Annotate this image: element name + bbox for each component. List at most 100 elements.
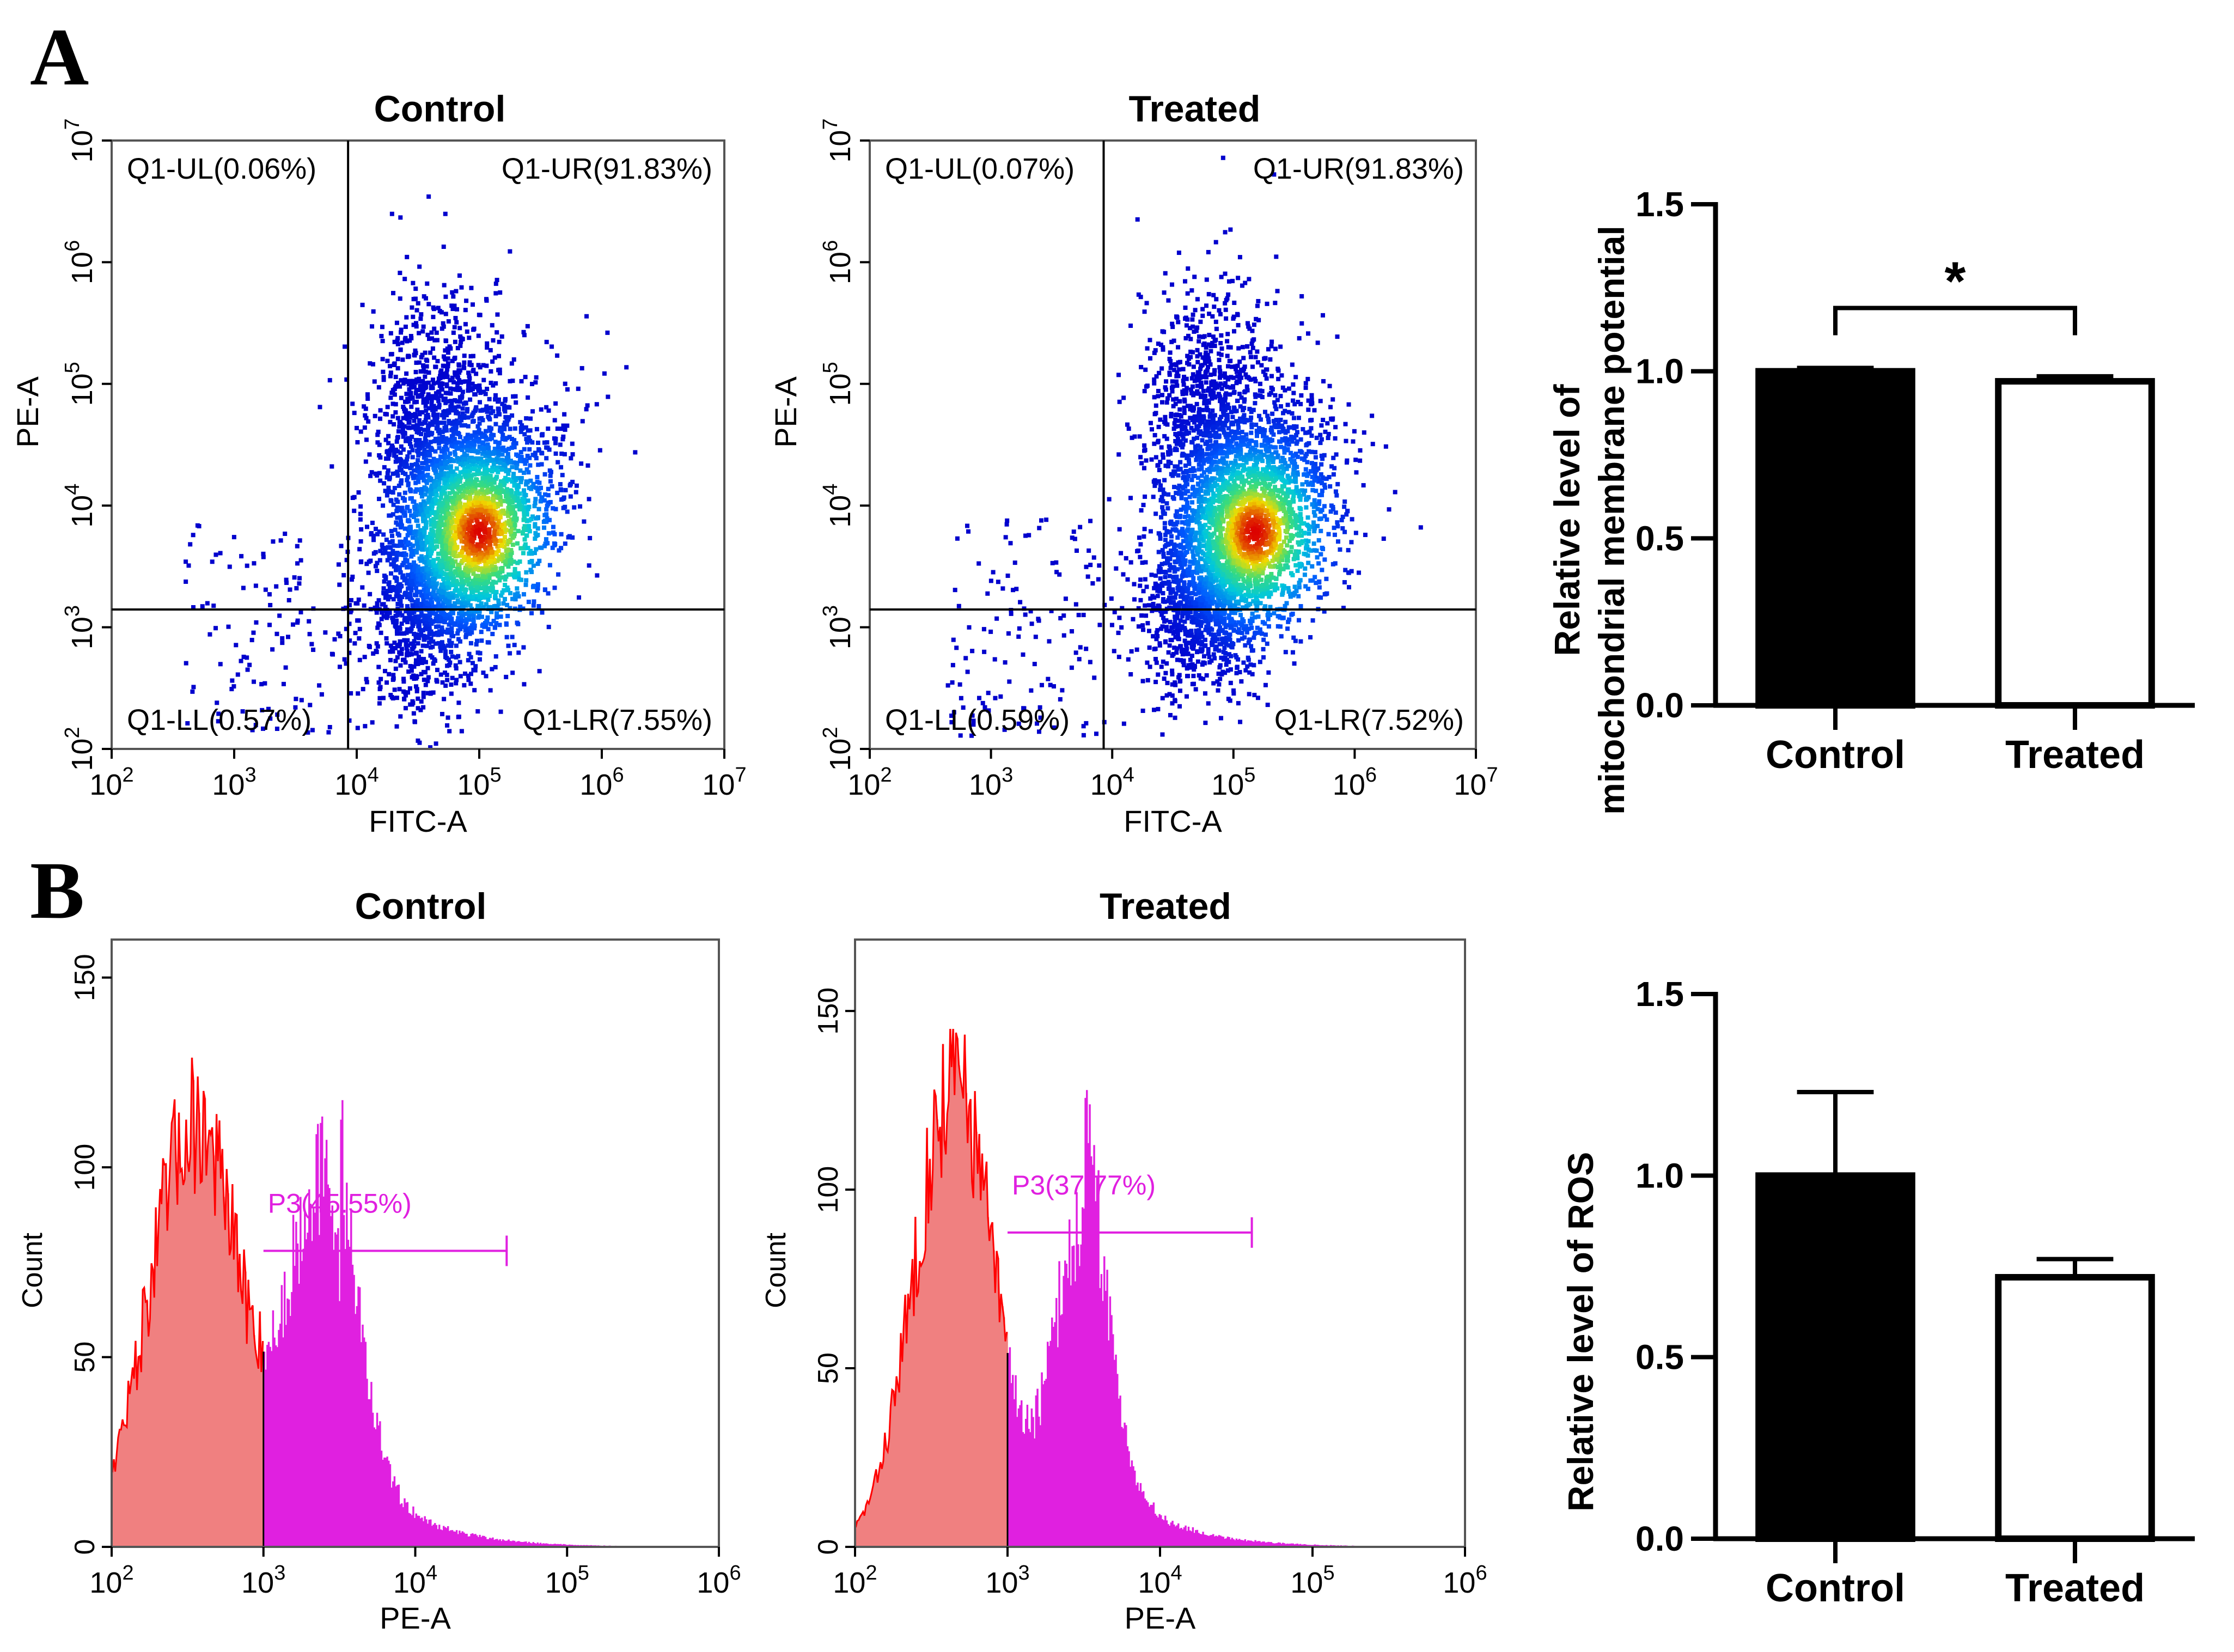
event-dot <box>1236 451 1241 456</box>
event-dot <box>455 445 460 450</box>
event-dot <box>506 468 511 473</box>
event-dot <box>496 397 501 402</box>
event-dot <box>429 330 434 335</box>
event-dot <box>442 420 447 425</box>
event-dot <box>445 561 450 566</box>
event-dot <box>378 685 383 690</box>
event-dot <box>469 363 474 368</box>
event-dot <box>1170 325 1175 330</box>
event-dot <box>482 558 487 563</box>
event-dot <box>433 364 438 369</box>
event-dot <box>422 575 426 580</box>
event-dot <box>1168 712 1173 717</box>
event-dot <box>444 630 449 635</box>
event-dot <box>540 451 545 456</box>
event-dot <box>375 569 380 574</box>
event-dot <box>528 438 533 443</box>
event-dot <box>426 425 431 430</box>
event-dot <box>1248 418 1253 423</box>
event-dot <box>420 466 425 471</box>
event-dot <box>497 428 502 433</box>
event-dot <box>506 643 511 648</box>
event-dot <box>474 483 479 487</box>
event-dot <box>459 539 464 544</box>
event-dot <box>409 588 414 593</box>
event-dot <box>511 357 516 362</box>
event-dot <box>424 461 429 466</box>
event-dot <box>495 278 499 283</box>
event-dot <box>399 330 404 335</box>
event-dot <box>419 540 424 545</box>
event-dot <box>1335 334 1340 339</box>
event-dot <box>458 626 463 631</box>
event-dot <box>467 558 472 563</box>
event-dot <box>483 433 487 438</box>
event-dot <box>308 703 313 708</box>
event-dot <box>431 459 436 464</box>
event-dot <box>1291 398 1296 403</box>
event-dot <box>559 426 564 431</box>
event-dot <box>504 622 509 627</box>
event-dot <box>434 498 438 503</box>
event-dot <box>391 560 396 565</box>
event-dot <box>467 529 472 534</box>
event-dot <box>419 431 424 436</box>
event-dot <box>509 489 514 493</box>
event-dot <box>504 422 509 427</box>
event-dot <box>1333 436 1338 441</box>
event-dot <box>1381 536 1386 541</box>
event-dot <box>417 627 422 632</box>
event-dot <box>453 569 457 574</box>
event-dot <box>563 541 567 546</box>
event-dot <box>400 426 405 431</box>
event-dot <box>522 515 527 520</box>
event-dot <box>355 726 360 730</box>
event-dot <box>435 358 440 363</box>
event-dot <box>423 453 428 458</box>
event-dot <box>505 477 510 481</box>
event-dot <box>487 512 492 517</box>
event-dot <box>449 519 454 524</box>
event-dot <box>435 396 440 401</box>
event-dot <box>484 562 489 566</box>
event-dot <box>489 482 493 487</box>
event-dot <box>433 449 438 454</box>
event-dot <box>418 601 423 606</box>
event-dot <box>382 481 387 486</box>
event-dot <box>480 592 485 596</box>
event-dot <box>413 684 418 689</box>
event-dot <box>475 456 480 461</box>
event-dot <box>476 388 481 393</box>
event-dot <box>530 453 535 458</box>
event-dot <box>501 508 506 513</box>
event-dot <box>520 530 525 535</box>
event-dot <box>434 611 438 616</box>
event-dot <box>416 654 421 659</box>
event-dot <box>485 458 490 463</box>
event-dot <box>477 468 481 473</box>
event-dot <box>1284 441 1289 446</box>
event-dot <box>510 465 515 470</box>
event-dot <box>420 444 425 449</box>
event-dot <box>511 532 516 537</box>
event-dot <box>401 406 406 411</box>
event-dot <box>387 586 392 590</box>
event-dot <box>514 460 518 465</box>
event-dot <box>474 585 479 590</box>
event-dot <box>517 507 522 512</box>
event-dot <box>1321 418 1326 423</box>
event-dot <box>319 692 324 697</box>
event-dot <box>1231 691 1236 696</box>
event-dot <box>507 460 512 465</box>
event-dot <box>434 426 439 431</box>
event-dot <box>363 724 368 729</box>
event-dot <box>376 598 381 603</box>
event-dot <box>460 602 465 607</box>
event-dot <box>443 294 448 299</box>
event-dot <box>440 712 444 717</box>
event-dot <box>398 570 403 575</box>
event-dot <box>1159 626 1164 631</box>
event-dot <box>411 515 416 520</box>
event-dots <box>184 194 638 750</box>
event-dot <box>467 436 472 441</box>
